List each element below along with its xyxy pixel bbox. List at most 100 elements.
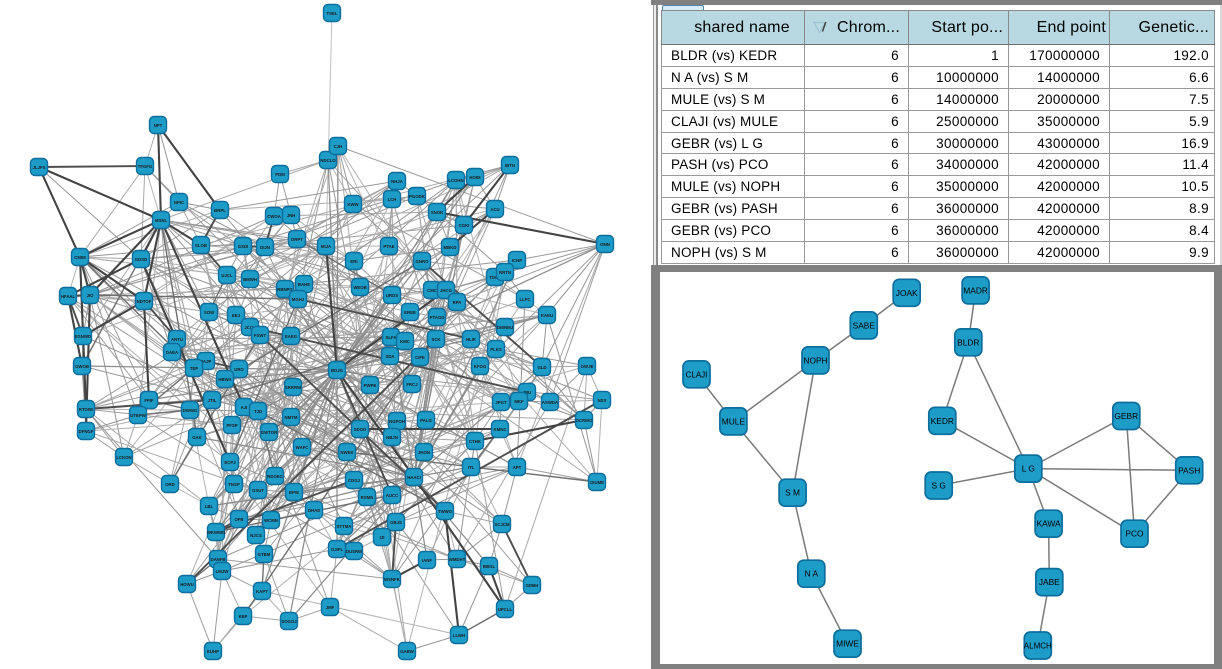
svg-text:WMDHT: WMDHT: [449, 557, 466, 562]
svg-text:KMNC: KMNC: [494, 427, 507, 432]
svg-text:BMWH: BMWH: [243, 277, 257, 282]
svg-text:TNSP: TNSP: [228, 482, 240, 487]
svg-text:AJI: AJI: [241, 405, 248, 410]
svg-text:MKF: MKF: [514, 399, 524, 404]
svg-text:KAWA: KAWA: [1037, 519, 1061, 529]
svg-text:DUSRW: DUSRW: [346, 549, 363, 554]
svg-text:SLFA: SLFA: [386, 335, 397, 340]
svg-text:NHJA: NHJA: [391, 179, 403, 184]
svg-text:KAEU: KAEU: [541, 313, 553, 318]
svg-text:OWJE: OWJE: [581, 364, 594, 369]
svg-text:CJH: CJH: [334, 144, 343, 149]
svg-text:DANFB: DANFB: [210, 557, 225, 562]
svg-text:TEP: TEP: [190, 366, 198, 371]
svg-text:GDSD: GDSD: [135, 257, 147, 262]
svg-text:ACU: ACU: [490, 207, 499, 212]
svg-text:APT: APT: [513, 465, 522, 470]
svg-text:JMF: JMF: [326, 605, 335, 610]
svg-text:SOGOJ: SOGOJ: [281, 619, 297, 624]
svg-text:DRPT: DRPT: [291, 237, 303, 242]
svg-text:OMN: OMN: [600, 242, 610, 247]
svg-text:OJIFL: OJIFL: [331, 547, 344, 552]
svg-text:LCKON: LCKON: [116, 455, 131, 460]
svg-text:FPIF: FPIF: [144, 398, 154, 403]
svg-text:EPW: EPW: [289, 490, 300, 495]
svg-text:SDOD: SDOD: [354, 427, 366, 432]
svg-text:NPIC: NPIC: [174, 200, 184, 205]
svg-text:NJCS: NJCS: [250, 533, 262, 538]
svg-text:PWPE: PWPE: [364, 383, 377, 388]
svg-text:NGPOH: NGPOH: [389, 419, 405, 424]
svg-text:KEDR: KEDR: [931, 416, 954, 426]
svg-text:JIO: JIO: [87, 293, 95, 298]
svg-text:JHCG: JHCG: [440, 288, 453, 293]
svg-text:JOAK: JOAK: [896, 288, 918, 298]
svg-text:RPA: RPA: [453, 300, 462, 305]
svg-text:MSNL: MSNL: [155, 218, 168, 223]
svg-text:PASH: PASH: [1178, 465, 1200, 475]
svg-text:DHAE: DHAE: [308, 508, 320, 513]
svg-text:URDS: URDS: [386, 293, 398, 298]
svg-text:RBNPG: RBNPG: [277, 287, 293, 292]
svg-text:CLAJI: CLAJI: [686, 370, 708, 379]
svg-text:GLD: GLD: [537, 365, 546, 370]
svg-text:AUCC: AUCC: [386, 493, 398, 498]
svg-text:JBU: JBU: [523, 390, 532, 395]
svg-text:ALMCH: ALMCH: [1024, 642, 1052, 651]
svg-text:GAK: GAK: [192, 435, 202, 440]
svg-text:UPCLL: UPCLL: [498, 607, 513, 612]
svg-text:KMC: KMC: [400, 339, 410, 344]
svg-text:MBKD: MBKD: [444, 245, 457, 250]
svg-text:ARTU: ARTU: [171, 337, 183, 342]
svg-text:LBL: LBL: [205, 504, 214, 509]
svg-text:TDCF: TDCF: [489, 275, 501, 280]
svg-text:SRRRW: SRRRW: [285, 385, 302, 390]
svg-text:DAEA: DAEA: [166, 350, 178, 355]
svg-text:JNH: JNH: [287, 213, 296, 218]
svg-text:PGODK: PGODK: [409, 194, 426, 199]
svg-text:CGKI: CGKI: [459, 223, 470, 228]
svg-text:MIWE: MIWE: [836, 639, 859, 649]
svg-text:OIUME: OIUME: [590, 480, 604, 485]
svg-text:BRPL: BRPL: [214, 208, 226, 213]
svg-text:EUHP: EUHP: [207, 649, 219, 654]
svg-text:LLWH: LLWH: [453, 633, 465, 638]
svg-text:DFNGF: DFNGF: [79, 429, 94, 434]
svg-text:MGHJ: MGHJ: [292, 297, 305, 302]
svg-text:ICNP: ICNP: [512, 258, 522, 263]
svg-text:PTAE: PTAE: [383, 244, 394, 249]
svg-text:GNRO: GNRO: [416, 259, 430, 264]
svg-text:GWOB: GWOB: [75, 364, 89, 369]
svg-text:S G: S G: [931, 481, 945, 491]
svg-text:EEJ: EEJ: [232, 313, 241, 318]
svg-text:GDBH: GDBH: [526, 583, 539, 588]
svg-text:ASWDA: ASWDA: [542, 400, 558, 405]
svg-text:HOIM: HOIM: [469, 175, 481, 180]
svg-text:MADR: MADR: [963, 285, 988, 295]
svg-text:UTEPW: UTEPW: [130, 413, 146, 418]
svg-text:GWTOR: GWTOR: [261, 430, 278, 435]
svg-text:S M: S M: [785, 488, 800, 498]
svg-text:IBTN: IBTN: [505, 163, 515, 168]
svg-text:TFGFG: TFGFG: [138, 164, 153, 169]
svg-text:ESNWD: ESNWD: [75, 334, 91, 339]
svg-text:SNOK: SNOK: [431, 210, 444, 215]
svg-text:SCJCM: SCJCM: [494, 522, 509, 527]
svg-text:HAACI: HAACI: [407, 475, 421, 480]
svg-text:SOW: SOW: [204, 310, 215, 315]
svg-text:WAFC: WAFC: [296, 445, 309, 450]
svg-text:CIFE: CIFE: [415, 355, 425, 360]
svg-text:HLIK: HLIK: [466, 337, 477, 342]
svg-text:MIJA: MIJA: [321, 244, 331, 249]
svg-text:HFAAL: HFAAL: [61, 294, 76, 299]
svg-text:MULE: MULE: [722, 416, 746, 426]
svg-text:JLJFS: JLJFS: [33, 165, 46, 170]
svg-text:SCK: SCK: [431, 337, 441, 342]
svg-text:LCH: LCH: [388, 197, 397, 202]
svg-text:WKWWD: WKWWD: [207, 530, 225, 535]
svg-text:BDJG: BDJG: [331, 368, 344, 373]
svg-text:WSNFK: WSNFK: [384, 577, 401, 582]
svg-text:HOWU: HOWU: [180, 582, 194, 587]
svg-text:BLDR: BLDR: [957, 337, 979, 347]
svg-text:N A: N A: [805, 569, 819, 579]
